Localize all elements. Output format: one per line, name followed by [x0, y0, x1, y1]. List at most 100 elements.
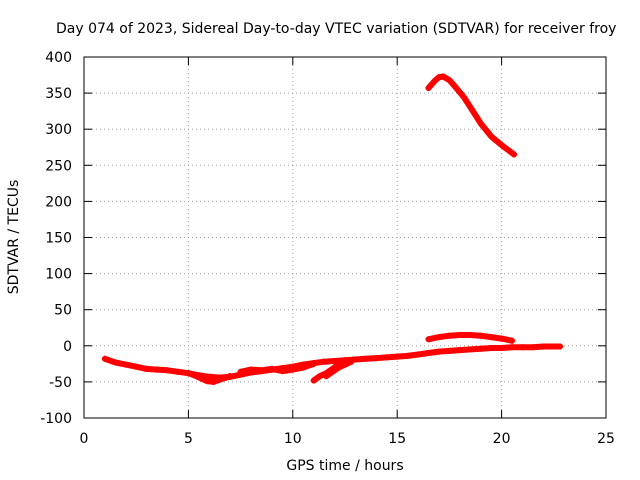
data-point	[452, 84, 459, 91]
data-point	[383, 354, 390, 361]
data-point	[488, 334, 495, 341]
x-axis-label: GPS time / hours	[286, 458, 403, 474]
data-point	[477, 345, 484, 352]
data-point	[122, 361, 129, 368]
y-tick-labels: -100 -50 0 50 100 150 200 250 300 350 400	[40, 50, 72, 427]
data-point	[237, 368, 244, 375]
data-point	[469, 107, 476, 114]
data-point	[425, 336, 432, 343]
y-tick-label: 200	[45, 194, 72, 210]
y-tick-label: 150	[45, 231, 72, 247]
y-axis-label: SDTVAR / TECUs	[6, 180, 22, 295]
data-point	[511, 151, 518, 158]
data-point	[191, 372, 198, 379]
chart-title: Day 074 of 2023, Sidereal Day-to-day VTE…	[56, 21, 616, 37]
data-point	[143, 365, 150, 372]
data-point	[394, 353, 401, 360]
data-series	[101, 73, 564, 385]
data-point	[498, 142, 505, 149]
data-point	[279, 368, 286, 375]
data-point	[519, 344, 526, 351]
data-point	[498, 344, 505, 351]
data-point	[112, 359, 119, 366]
x-tick-labels: 0 5 10 15 20 25	[80, 431, 615, 447]
data-point	[446, 332, 453, 339]
data-point	[342, 361, 348, 368]
data-point	[425, 350, 432, 357]
data-point	[467, 346, 474, 353]
data-point	[509, 344, 516, 351]
data-point	[310, 377, 317, 384]
y-tick-label: -100	[40, 411, 72, 427]
x-tick-label: 10	[284, 431, 302, 447]
data-point	[268, 365, 275, 372]
y-tick-label: 50	[54, 303, 72, 319]
data-point	[348, 358, 355, 365]
data-point	[101, 355, 108, 362]
data-point	[362, 355, 369, 362]
data-point	[425, 85, 432, 92]
tick-marks	[83, 56, 607, 419]
data-point	[456, 347, 463, 354]
x-tick-label: 20	[493, 431, 511, 447]
data-point	[197, 375, 204, 382]
data-point	[477, 120, 484, 127]
y-tick-label: 350	[45, 86, 72, 102]
data-point	[456, 331, 463, 338]
data-point	[329, 368, 336, 375]
data-point	[258, 367, 265, 374]
y-tick-label: 0	[63, 339, 72, 355]
data-point	[185, 370, 192, 377]
data-point	[321, 358, 328, 365]
data-point	[404, 352, 411, 359]
x-tick-label: 15	[388, 431, 406, 447]
data-point	[373, 355, 380, 362]
data-point	[310, 360, 317, 367]
data-point	[316, 373, 323, 380]
data-point	[204, 378, 211, 385]
data-point	[557, 343, 564, 350]
y-tick-label: 100	[45, 267, 72, 283]
data-point	[335, 364, 342, 371]
data-point	[331, 357, 338, 364]
data-point	[488, 344, 495, 351]
data-point	[431, 77, 438, 84]
data-point	[467, 331, 474, 338]
data-point	[227, 373, 234, 380]
data-point	[435, 348, 442, 355]
data-point	[529, 344, 536, 351]
data-point	[488, 133, 495, 140]
data-point	[323, 373, 330, 380]
grid-lines	[84, 57, 606, 418]
data-point	[216, 376, 223, 383]
data-point	[540, 343, 547, 350]
y-tick-label: -50	[49, 375, 72, 391]
data-point	[154, 366, 161, 373]
x-tick-label: 0	[80, 431, 89, 447]
data-point	[210, 378, 217, 385]
data-point	[446, 77, 453, 84]
data-point	[300, 364, 307, 371]
data-point	[133, 363, 140, 370]
data-point	[164, 367, 171, 374]
data-point	[248, 366, 255, 373]
data-point	[498, 335, 505, 342]
data-point	[477, 332, 484, 339]
plot-frame	[83, 56, 607, 419]
data-point	[352, 356, 359, 363]
data-point	[509, 337, 516, 344]
y-tick-label: 250	[45, 158, 72, 174]
data-point	[550, 343, 557, 350]
y-tick-label: 300	[45, 122, 72, 138]
data-point	[415, 351, 422, 358]
data-point	[435, 334, 442, 341]
data-point	[461, 94, 468, 101]
y-tick-label: 400	[45, 50, 72, 66]
data-point	[174, 368, 181, 375]
data-point	[289, 366, 296, 373]
data-point	[446, 347, 453, 354]
x-tick-label: 25	[597, 431, 615, 447]
data-point	[440, 73, 447, 80]
x-tick-label: 5	[184, 431, 193, 447]
